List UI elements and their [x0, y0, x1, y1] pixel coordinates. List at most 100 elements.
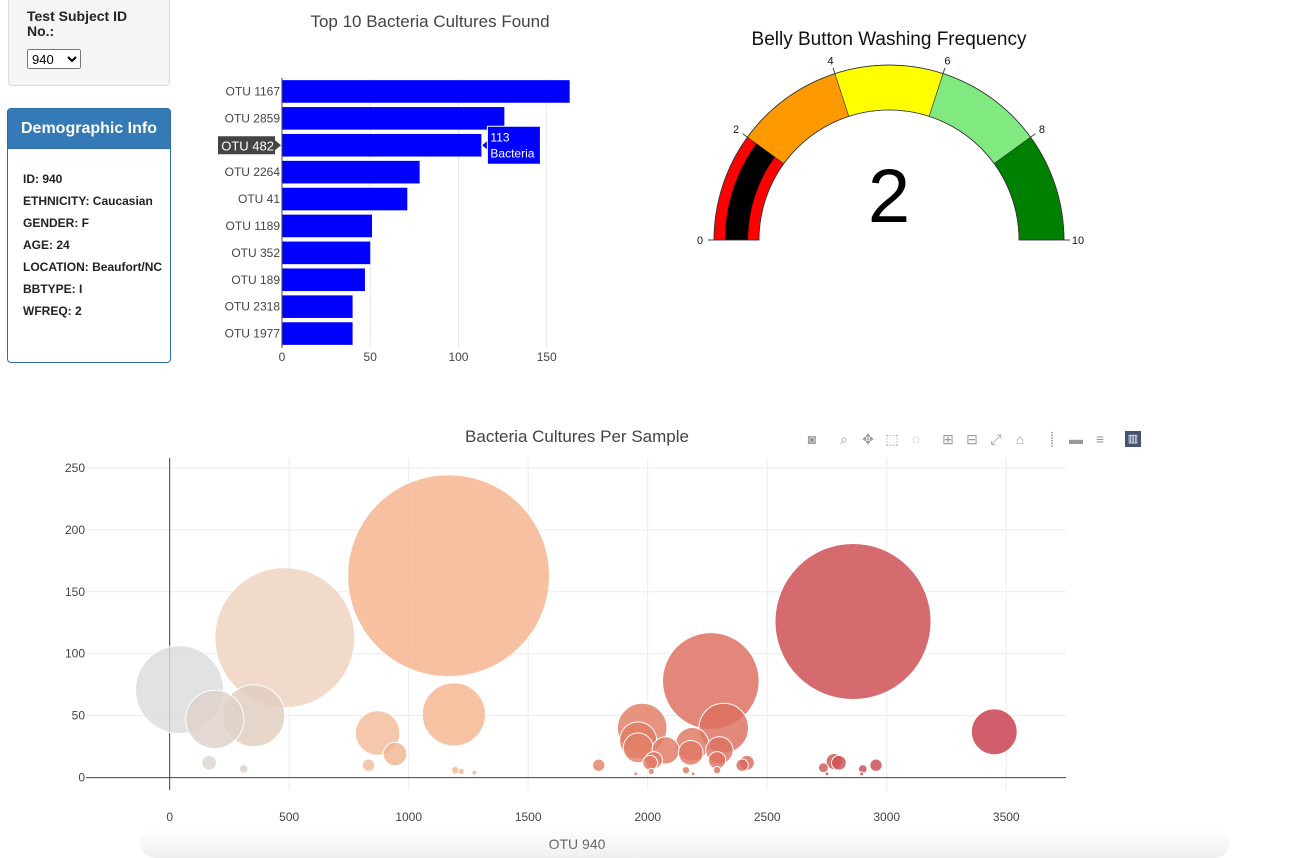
- bubble-point: [824, 771, 830, 777]
- bar: [282, 133, 482, 157]
- demo-ethnicity: ETHNICITY: Caucasian: [23, 194, 153, 208]
- bubble-point: [681, 765, 691, 775]
- bubble-point: [185, 689, 245, 750]
- bubble-point: [347, 474, 551, 678]
- bubble-point: [214, 567, 356, 709]
- bubble-x-tick-label: 0: [166, 810, 173, 824]
- bar-y-tick-label: OTU 352: [231, 246, 280, 260]
- bar-y-tick-label: OTU 1977: [225, 327, 281, 341]
- bar-y-tick-label: OTU 2318: [225, 300, 281, 314]
- bubble-point: [677, 739, 704, 766]
- bubble-x-tick-label: 1000: [395, 810, 422, 824]
- bubble-x-tick-label: 3000: [873, 810, 900, 824]
- bar: [282, 214, 372, 238]
- gauge-tick: [1030, 133, 1036, 138]
- demographic-panel: Demographic Info ID: 940 ETHNICITY: Cauc…: [7, 108, 171, 363]
- gauge-step: [834, 64, 944, 117]
- gauge-value-number: 2: [868, 154, 910, 239]
- demographic-panel-title: Demographic Info: [8, 109, 170, 149]
- subject-id-dropdown[interactable]: 940: [27, 49, 81, 69]
- bubble-point: [592, 758, 606, 772]
- washing-frequency-gauge: Belly Button Washing Frequency 0 2 4 6 8 10 2: [697, 29, 1084, 247]
- demo-id: ID: 940: [23, 172, 63, 186]
- bubble-y-tick-label: 250: [65, 461, 85, 475]
- bubble-y-tick-label: 200: [65, 523, 85, 537]
- gauge-outline: [713, 64, 1065, 241]
- hover-compare-icon[interactable]: ≡: [1095, 431, 1105, 447]
- bubble-point: [859, 771, 865, 777]
- demographic-info-list: ID: 940 ETHNICITY: Caucasian GENDER: F A…: [23, 173, 163, 327]
- bubble-point: [421, 682, 486, 747]
- zoom-in-icon[interactable]: ⊞: [942, 431, 954, 447]
- demo-bbtype: BBTYPE: I: [23, 282, 83, 296]
- bubble-point: [633, 771, 639, 777]
- bar: [282, 295, 353, 318]
- bubble-point: [238, 764, 249, 774]
- hover-closest-icon[interactable]: ▬: [1069, 431, 1083, 447]
- tooltip-arrow: [480, 139, 488, 152]
- tooltip-unit: Bacteria: [490, 146, 534, 160]
- bubble-point: [690, 771, 696, 777]
- bubble-point: [382, 741, 408, 767]
- gauge-tick: [832, 67, 836, 74]
- top10-bar-chart: Top 10 Bacteria Cultures Found 0 50 100 150 O…: [218, 12, 570, 364]
- demo-wfreq: WFREQ: 2: [23, 304, 82, 318]
- bubble-point: [647, 767, 655, 776]
- pan-icon[interactable]: ✥: [862, 431, 874, 447]
- bubble-y-tick-label: 50: [72, 709, 86, 723]
- gauge-tick-label: 8: [1039, 124, 1045, 136]
- bubble-point: [471, 769, 478, 776]
- bubble-y-tick-label: 0: [78, 771, 85, 785]
- bubble-point: [642, 754, 659, 771]
- bar: [282, 322, 353, 345]
- bar-y-tick-label: OTU 482: [221, 138, 274, 153]
- bar-x-tick-label: 0: [279, 350, 286, 364]
- bar-x-tick-label: 100: [448, 350, 468, 364]
- bubble-point: [774, 542, 932, 701]
- bar-tooltip: [486, 125, 541, 165]
- reset-axes-icon[interactable]: ⌂: [1015, 431, 1025, 447]
- bubble-point: [970, 708, 1018, 756]
- bubble-point: [201, 754, 218, 771]
- bubble-x-tick-label: 1500: [515, 810, 542, 824]
- bubble-point: [712, 765, 722, 775]
- zoom-out-icon[interactable]: ⊟: [966, 431, 978, 447]
- plotly-logo-icon[interactable]: ▥: [1125, 431, 1141, 447]
- bubble-point: [869, 758, 883, 772]
- hover-label-arrow: [275, 140, 281, 151]
- demo-age: AGE: 24: [23, 238, 70, 252]
- bar-y-tick-label: OTU 189: [231, 273, 280, 287]
- box-select-icon[interactable]: ⬚: [885, 431, 899, 447]
- subject-selector-panel: Test Subject ID No.: 940: [8, 0, 170, 86]
- bar: [282, 80, 570, 103]
- demo-location: LOCATION: Beaufort/NC: [23, 260, 163, 274]
- bubble-point: [830, 754, 847, 771]
- bubble-chart-title: Bacteria Cultures Per Sample: [465, 427, 689, 446]
- camera-icon[interactable]: ◙: [807, 431, 817, 447]
- bar-x-tick-label: 50: [364, 350, 378, 364]
- gauge-value-bar: [725, 143, 775, 240]
- lasso-icon[interactable]: ◌: [911, 431, 921, 447]
- bubble-x-axis-label: OTU 940: [549, 836, 606, 852]
- bar: [282, 268, 365, 292]
- bubble-point: [735, 758, 749, 772]
- spike-lines-icon[interactable]: ⸽: [1050, 431, 1054, 447]
- gauge-tick: [742, 133, 748, 138]
- bar: [282, 107, 505, 130]
- zoom-icon[interactable]: ⌕: [840, 431, 848, 447]
- bubble-x-tick-label: 2000: [634, 810, 661, 824]
- bar: [282, 160, 420, 184]
- gauge-title: Belly Button Washing Frequency: [752, 29, 1027, 50]
- subject-selector-label: Test Subject ID No.:: [27, 8, 128, 39]
- bubble-point: [361, 758, 376, 772]
- hover-label-bg: [218, 136, 275, 155]
- bar-y-tick-label: OTU 2859: [225, 111, 281, 125]
- bubble-point: [457, 767, 465, 776]
- bubble-y-tick-label: 150: [65, 585, 85, 599]
- bubble-x-tick-label: 2500: [754, 810, 781, 824]
- bar-chart-title: Top 10 Bacteria Cultures Found: [310, 12, 549, 31]
- bubble-x-tick-label: 500: [279, 810, 299, 824]
- autoscale-icon[interactable]: ⤢: [990, 431, 1002, 447]
- bubble-point: [817, 762, 829, 774]
